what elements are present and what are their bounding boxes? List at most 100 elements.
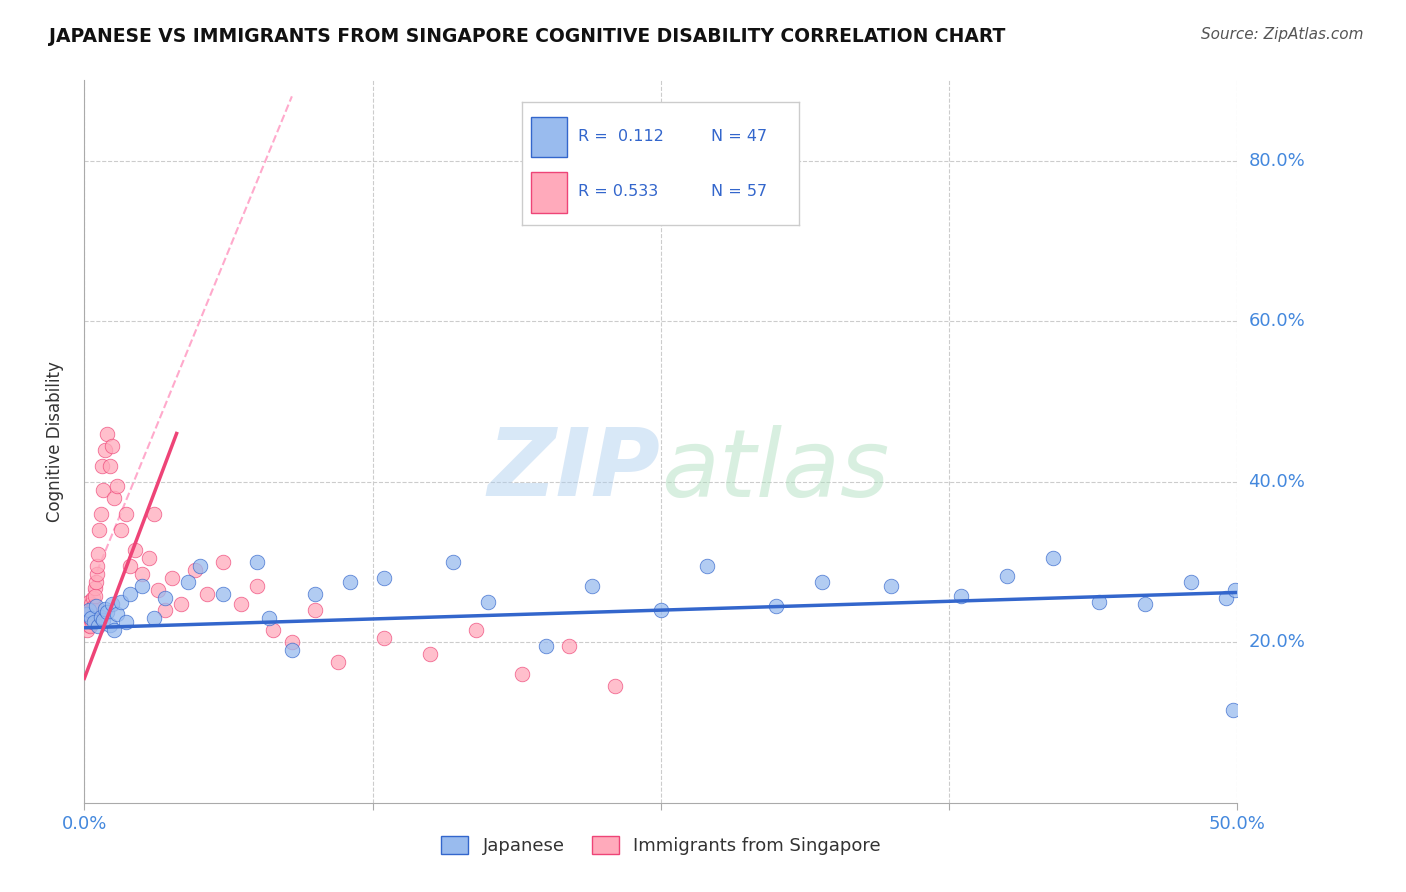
Point <box>246 579 269 593</box>
Point <box>603 680 626 694</box>
Text: JAPANESE VS IMMIGRANTS FROM SINGAPORE COGNITIVE DISABILITY CORRELATION CHART: JAPANESE VS IMMIGRANTS FROM SINGAPORE CO… <box>49 27 1005 45</box>
Text: 20.0%: 20.0% <box>1249 633 1305 651</box>
Point <box>1222 703 1244 717</box>
Point <box>211 555 233 569</box>
Point <box>101 438 124 452</box>
Point <box>557 639 579 653</box>
Point <box>880 579 903 593</box>
Point <box>82 591 104 605</box>
Point <box>76 607 98 621</box>
Point <box>211 587 233 601</box>
Point <box>77 603 100 617</box>
Point <box>142 507 165 521</box>
Point <box>949 589 972 603</box>
Point <box>105 607 128 621</box>
Point <box>84 599 107 614</box>
Point <box>96 426 118 441</box>
Point <box>512 667 534 681</box>
Point <box>419 648 441 662</box>
Point <box>80 605 103 619</box>
Point <box>79 609 101 624</box>
Point <box>89 609 111 624</box>
Point <box>177 574 200 589</box>
Point <box>231 597 253 611</box>
Point <box>103 491 125 505</box>
Y-axis label: Cognitive Disability: Cognitive Disability <box>45 361 63 522</box>
Point <box>138 550 160 566</box>
Point <box>281 635 304 649</box>
Point <box>339 574 361 589</box>
Point <box>94 442 117 457</box>
Point <box>765 599 787 614</box>
Point <box>124 542 146 557</box>
Point <box>94 601 117 615</box>
Point <box>153 603 176 617</box>
Point <box>257 611 280 625</box>
Point <box>811 574 834 589</box>
Text: 80.0%: 80.0% <box>1249 152 1305 169</box>
Text: ZIP: ZIP <box>488 425 661 516</box>
Point <box>281 643 304 657</box>
Point <box>650 603 672 617</box>
Point <box>160 571 183 585</box>
Point <box>581 579 603 593</box>
Point <box>1223 583 1246 598</box>
Point <box>441 555 464 569</box>
Point <box>80 597 103 611</box>
Point <box>115 615 138 630</box>
Legend: Japanese, Immigrants from Singapore: Japanese, Immigrants from Singapore <box>433 829 889 863</box>
Point <box>995 569 1018 583</box>
Point <box>326 655 349 669</box>
Point <box>76 603 98 617</box>
Point <box>80 611 103 625</box>
Point <box>86 567 108 582</box>
Point <box>91 483 114 497</box>
Point <box>1042 550 1064 566</box>
Text: atlas: atlas <box>661 425 889 516</box>
Point <box>170 597 193 611</box>
Point <box>83 611 105 625</box>
Point <box>131 579 153 593</box>
Point <box>91 613 114 627</box>
Point <box>120 558 142 574</box>
Point <box>153 591 176 605</box>
Point <box>304 603 326 617</box>
Point <box>1088 595 1111 609</box>
Point <box>115 507 138 521</box>
Point <box>105 478 128 492</box>
Point <box>77 617 100 632</box>
Point <box>304 587 326 601</box>
Point <box>262 623 284 637</box>
Point <box>188 558 211 574</box>
Point <box>534 639 557 653</box>
Point <box>246 555 269 569</box>
Point <box>373 571 395 585</box>
Point <box>79 619 101 633</box>
Point <box>195 587 218 601</box>
Point <box>87 547 110 561</box>
Point <box>373 632 395 646</box>
Point <box>98 458 121 473</box>
Point <box>89 523 111 537</box>
Point <box>110 595 132 609</box>
Point <box>120 587 142 601</box>
Point <box>82 601 104 615</box>
Point <box>87 619 110 633</box>
Point <box>75 613 97 627</box>
Point <box>146 583 169 598</box>
Point <box>101 597 124 611</box>
Point <box>1180 574 1202 589</box>
Point <box>84 589 107 603</box>
Point <box>90 458 112 473</box>
Point <box>110 523 132 537</box>
Point <box>83 581 105 595</box>
Point <box>86 558 108 574</box>
Point <box>465 623 488 637</box>
Point <box>1133 597 1156 611</box>
Point <box>98 617 121 632</box>
Point <box>96 605 118 619</box>
Point <box>1215 591 1237 605</box>
Point <box>84 574 107 589</box>
Point <box>76 623 98 637</box>
Text: Source: ZipAtlas.com: Source: ZipAtlas.com <box>1201 27 1364 42</box>
